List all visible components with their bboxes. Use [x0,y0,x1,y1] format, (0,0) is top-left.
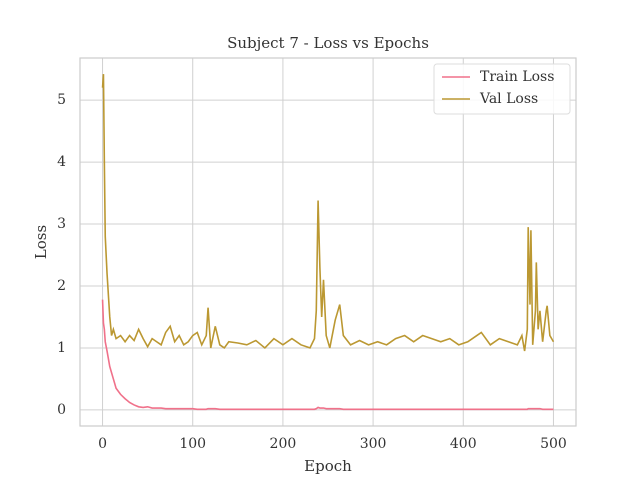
y-tick-label: 1 [57,340,66,356]
legend-label: Val Loss [479,91,538,107]
y-tick-label: 4 [57,154,66,170]
y-tick-label: 0 [57,402,66,418]
line-series [101,299,554,411]
x-tick-label: 300 [360,436,387,452]
line-series [101,74,555,352]
x-tick-label: 400 [450,436,477,452]
y-tick-label: 5 [57,92,66,108]
y-tick-label: 2 [57,278,66,294]
legend-label: Train Loss [480,69,554,85]
x-tick-label: 200 [270,436,297,452]
x-tick-label: 0 [98,436,107,452]
chart-title: Subject 7 - Loss vs Epochs [227,34,429,52]
x-tick-label: 100 [179,436,206,452]
x-axis-label: Epoch [304,457,352,475]
y-axis-label: Loss [32,225,50,259]
x-tick-label: 500 [540,436,567,452]
plot-frame [79,57,577,427]
y-tick-label: 3 [57,216,66,232]
